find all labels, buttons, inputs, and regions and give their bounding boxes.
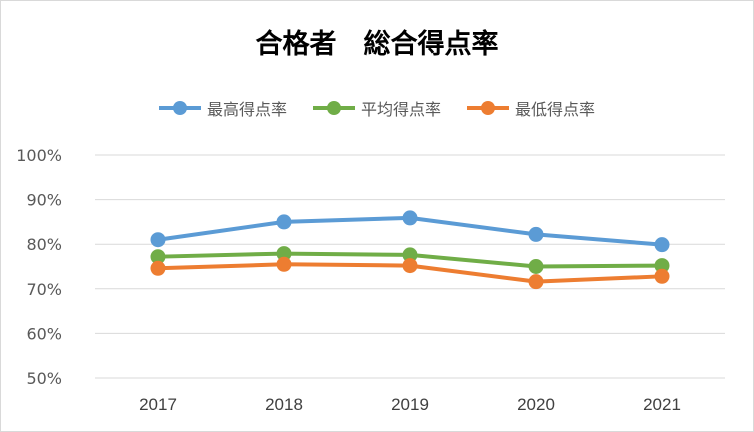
y-tick-label: 80% — [26, 235, 62, 254]
legend-item-max: 最高得点率 — [158, 96, 287, 120]
data-point-2-3 — [528, 274, 544, 290]
y-tick-label: 60% — [26, 324, 62, 343]
y-tick-label: 50% — [26, 369, 62, 388]
data-point-1-1 — [276, 246, 292, 262]
data-point-2-4 — [654, 268, 670, 284]
data-point-0-2 — [402, 210, 418, 226]
legend-swatch-avg — [312, 101, 355, 115]
legend-swatch-min — [467, 101, 509, 115]
y-tick-label: 90% — [26, 191, 62, 210]
y-tick-label: 100% — [16, 146, 62, 165]
data-point-0-3 — [528, 226, 544, 242]
gridlines — [95, 154, 725, 379]
data-point-2-1 — [276, 256, 292, 272]
x-tick-label: 2017 — [139, 395, 177, 414]
data-point-0-4 — [654, 237, 670, 253]
legend-label-min: 最低得点率 — [515, 100, 596, 119]
y-axis-ticks: 50% 60% 70% 80% 90% 100% — [16, 146, 62, 388]
x-axis-ticks: 2017 2018 2019 2020 2021 — [139, 395, 681, 414]
data-point-1-0 — [150, 249, 166, 265]
data-point-0-0 — [150, 232, 166, 248]
data-point-2-0 — [150, 260, 166, 276]
x-tick-label: 2019 — [391, 395, 429, 414]
x-tick-label: 2020 — [517, 395, 555, 414]
data-point-1-3 — [528, 259, 544, 274]
x-tick-label: 2021 — [643, 395, 681, 414]
legend-swatch-max — [158, 101, 201, 115]
data-point-0-1 — [276, 214, 292, 230]
y-tick-label: 70% — [26, 280, 62, 299]
legend-label-max: 最高得点率 — [206, 100, 287, 119]
legend-item-min: 最低得点率 — [467, 96, 595, 120]
data-point-2-2 — [402, 258, 418, 274]
data-point-1-2 — [402, 247, 418, 263]
legend-item-avg: 平均得点率 — [312, 96, 441, 120]
chart-title: 合格者 総合得点率 — [255, 29, 499, 60]
legend: 最高得点率 平均得点率 最低得点率 — [0, 96, 754, 120]
x-tick-label: 2018 — [265, 395, 303, 414]
legend-label-avg: 平均得点率 — [360, 100, 441, 119]
series-layer — [150, 210, 670, 290]
data-point-1-4 — [654, 258, 670, 274]
